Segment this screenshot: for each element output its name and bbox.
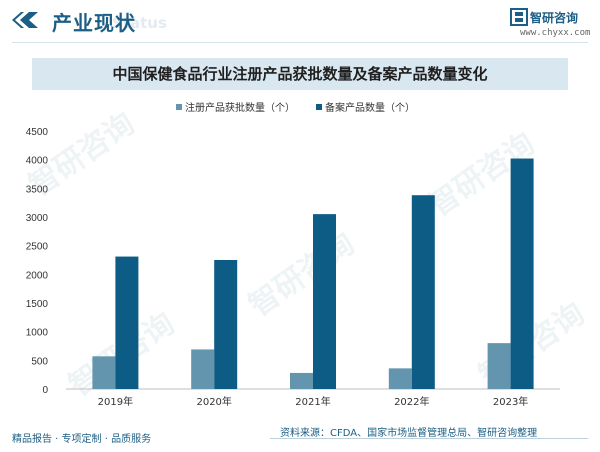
bar-filed: [313, 214, 336, 389]
legend-swatch: [176, 104, 182, 110]
double-chevron-icon: [12, 12, 38, 28]
bar-filed: [214, 260, 238, 389]
y-tick-label: 1500: [26, 299, 49, 310]
brand-url[interactable]: www.chyxx.com: [520, 28, 591, 38]
brand-logo-icon: [510, 8, 528, 26]
footer-slogan: 精品报告 · 专项定制 · 品质服务: [12, 434, 152, 445]
brand-name: 智研咨询: [530, 11, 579, 25]
page-title: 产业现状: [52, 11, 136, 35]
header-divider: [12, 42, 588, 43]
footer-source: 资料来源：CFDA、国家市场监督管理总局、智研咨询整理: [280, 428, 538, 439]
bar-registered: [487, 343, 511, 389]
x-tick-label: 2019年: [98, 395, 133, 408]
y-tick-label: 3000: [26, 213, 49, 224]
y-tick-label: 0: [42, 385, 48, 396]
legend-label: 注册产品获批数量（个）: [185, 101, 295, 114]
footer-divider: [270, 438, 588, 439]
y-tick-label: 2500: [26, 242, 49, 253]
y-tick-label: 500: [31, 356, 48, 367]
x-tick-label: 2022年: [394, 395, 429, 408]
x-tick-label: 2020年: [196, 395, 231, 408]
bar-filed: [115, 256, 139, 389]
y-tick-label: 2000: [26, 270, 49, 281]
header-ghost-text: Status: [112, 14, 167, 32]
bar-filed: [411, 195, 435, 389]
bar-registered: [92, 356, 116, 389]
bar-registered: [388, 368, 412, 389]
bar-registered: [290, 372, 313, 389]
y-tick-label: 4500: [26, 127, 49, 138]
legend-swatch: [316, 104, 322, 110]
legend-label: 备案产品数量（个）: [325, 101, 415, 114]
chart-title: 中国保健食品行业注册产品获批数量及备案产品数量变化: [32, 58, 568, 90]
y-tick-label: 4000: [26, 156, 49, 167]
y-tick-label: 3500: [26, 184, 49, 195]
bar-registered: [191, 349, 215, 389]
x-tick-label: 2023年: [493, 395, 528, 408]
page-header: Status 产业现状: [0, 0, 600, 44]
brand: 智研咨询 www.chyxx.com: [510, 8, 590, 42]
bar-filed: [510, 158, 534, 389]
y-tick-label: 1000: [26, 328, 49, 339]
x-tick-label: 2021年: [295, 395, 330, 408]
